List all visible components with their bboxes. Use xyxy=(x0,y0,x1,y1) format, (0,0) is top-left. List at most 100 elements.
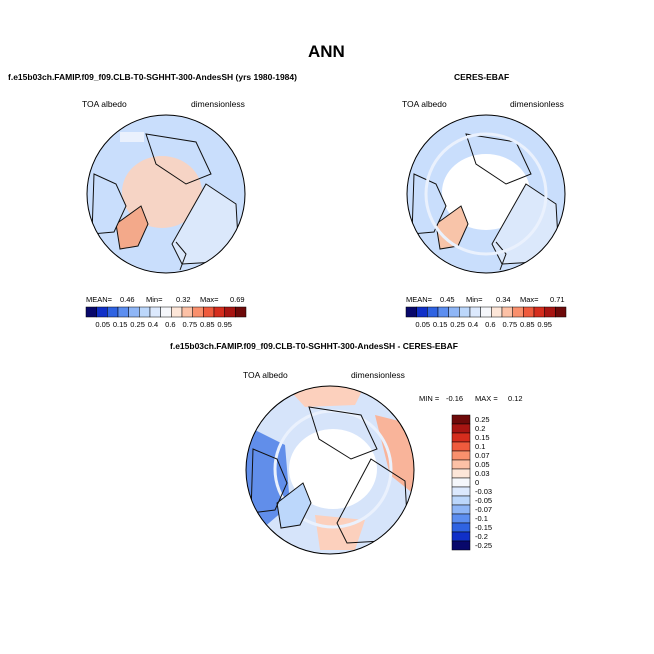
panel-3-siberia xyxy=(308,406,378,460)
panel-2-var-label: TOA albedo xyxy=(402,99,447,109)
panel-1-colorbar-swatch xyxy=(149,306,161,318)
panel-2-colorbar-tick-label: 0.85 xyxy=(519,320,535,329)
panel-1-colorbar-swatch xyxy=(203,306,215,318)
panel-3-colorbar-tick-label: 0.25 xyxy=(475,414,490,424)
panel-2-min-label: Min= xyxy=(466,295,483,304)
panel-3-colorbar-swatch xyxy=(451,513,471,524)
panel-1-colorbar-swatch xyxy=(107,306,119,318)
panel-3-red-east xyxy=(375,415,414,495)
panel-1-patch xyxy=(120,132,144,142)
panel-1-colorbar-swatch xyxy=(224,306,236,318)
panel-2-colorbar-tick-label: 0.6 xyxy=(485,320,496,329)
panel-2-colorbar-swatch xyxy=(448,306,460,318)
panel-3-colorbar-swatch xyxy=(451,522,471,533)
panel-3-colorbar-labels: 0.25 0.2 0.15 0.1 0.07 0.05 0.03 0 -0.03 -0.05 -0.… xyxy=(475,415,515,550)
panel-2-ring xyxy=(424,132,548,256)
panel-1-mean-value: 0.46 xyxy=(120,295,135,304)
panel-2-colorbar-swatch xyxy=(555,306,567,318)
panel-3-red-north xyxy=(285,386,365,407)
panel-1-colorbar-swatch xyxy=(128,306,140,318)
panel-2-colorbar-tick-label: 0.15 xyxy=(432,320,448,329)
panel-2-polar-map xyxy=(406,114,566,274)
panel-3-colorbar-swatch xyxy=(451,423,471,434)
panel-3-colorbar-tick-label: 0.2 xyxy=(475,423,486,433)
panel-2-colorbar-swatch xyxy=(427,306,439,318)
panel-3-colorbar-swatch xyxy=(451,486,471,497)
panel-2-arctic-field xyxy=(442,154,530,230)
panel-2-colorbar-swatch xyxy=(459,306,471,318)
panel-3-colorbar-swatch xyxy=(451,495,471,506)
panel-3-colorbar-tick-label: -0.15 xyxy=(475,522,493,532)
panel-3-colorbar-tick-label: 0.1 xyxy=(475,441,486,451)
panel-1-units-label: dimensionless xyxy=(191,99,245,109)
panel-1-colorbar-tick-label: 0.95 xyxy=(217,320,232,329)
panel-1-colorbar-tick-label: 0.15 xyxy=(112,320,128,329)
panel-3-units-label: dimensionless xyxy=(351,370,405,380)
panel-1-siberia xyxy=(145,133,212,185)
panel-2-colorbar-tick-label: 0.75 xyxy=(502,320,518,329)
panel-2-colorbar-swatch xyxy=(512,306,524,318)
panel-2-colorbar-swatch xyxy=(501,306,513,318)
panel-1-colorbar-swatch xyxy=(171,306,183,318)
panel-3-colorbar-tick-label: 0 xyxy=(475,477,480,487)
panel-1-colorbar-tick-label: 0.6 xyxy=(165,320,176,329)
panel-3-colorbar-tick-label: -0.05 xyxy=(475,495,493,505)
panel-2-min-value: 0.34 xyxy=(496,295,511,304)
panel-3-var-label: TOA albedo xyxy=(243,370,288,380)
panel-2-colorbar-swatch xyxy=(416,306,428,318)
panel-1-title: f.e15b03ch.FAMIP.f09_f09.CLB-T0-SGHHT-30… xyxy=(8,72,297,82)
panel-1-greenland xyxy=(115,205,149,250)
panel-1-var-label: TOA albedo xyxy=(82,99,127,109)
panel-1-colorbar-tick-label: 0.85 xyxy=(199,320,215,329)
page-title: ANN xyxy=(308,42,345,61)
panel-1-colorbar-swatch xyxy=(96,306,108,318)
panel-1-colorbar-tick-label: 0.25 xyxy=(130,320,145,329)
panel-1-polar-map xyxy=(86,114,246,274)
panel-2-colorbar-swatch xyxy=(533,306,545,318)
panel-3-colorbar-swatch xyxy=(451,540,471,551)
panel-2-siberia xyxy=(465,133,532,185)
panel-3-max-value: 0.12 xyxy=(508,394,523,403)
panel-2-colorbar-swatch xyxy=(491,306,503,318)
panel-3-greenland xyxy=(276,482,312,529)
panel-2-mean-label: MEAN= xyxy=(406,295,433,304)
panel-2-colorbar-labels: 0.05 0.15 0.25 0.4 0.6 0.75 0.85 0.95 xyxy=(406,320,566,330)
panel-1-colorbar xyxy=(85,306,247,318)
panel-1-colorbar-swatch xyxy=(192,306,204,318)
panel-3-colorbar-tick-label: -0.25 xyxy=(475,540,493,550)
panel-3-colorbar-swatch xyxy=(451,459,471,470)
panel-3-colorbar-tick-label: 0.05 xyxy=(475,459,490,469)
panel-2-colorbar-swatch xyxy=(523,306,535,318)
panel-1-max-label: Max= xyxy=(200,295,219,304)
panel-1-max-value: 0.69 xyxy=(230,295,245,304)
panel-3-colorbar-swatch xyxy=(451,531,471,542)
panel-2-colorbar-swatch xyxy=(405,306,417,318)
panel-1-colorbar-swatch xyxy=(181,306,193,318)
panel-1-colorbar-swatch xyxy=(85,306,97,318)
panel-2-colorbar-swatch xyxy=(437,306,449,318)
panel-3-max-label: MAX = xyxy=(475,394,498,403)
panel-1-colorbar-labels: 0.05 0.15 0.25 0.4 0.6 0.75 0.85 0.95 xyxy=(86,320,246,330)
panel-3-colorbar-tick-label: -0.2 xyxy=(475,531,488,541)
panel-2-max-label: Max= xyxy=(520,295,539,304)
panel-1-min-label: Min= xyxy=(146,295,163,304)
panel-3-colorbar-tick-label: 0.03 xyxy=(475,468,490,478)
panel-2-colorbar-tick-label: 0.05 xyxy=(415,320,431,329)
panel-3-colorbar-swatch xyxy=(451,450,471,461)
panel-2-colorbar-tick-label: 0.4 xyxy=(467,320,479,329)
panel-3-title: f.e15b03ch.FAMIP.f09_f09.CLB-T0-SGHHT-30… xyxy=(170,341,458,351)
panel-3-colorbar-tick-label: -0.03 xyxy=(475,486,493,496)
panel-3-min-label: MIN = xyxy=(419,394,440,403)
panel-3-colorbar-tick-label: -0.07 xyxy=(475,504,493,514)
panel-1-mean-label: MEAN= xyxy=(86,295,113,304)
panel-1-colorbar-tick-label: 0.05 xyxy=(95,320,111,329)
panel-1-colorbar-tick-label: 0.75 xyxy=(182,320,198,329)
panel-1-scandinavia xyxy=(175,241,187,271)
panel-3-colorbar-swatch xyxy=(451,432,471,443)
panel-3-colorbar-swatch xyxy=(451,477,471,488)
panel-2-units-label: dimensionless xyxy=(510,99,564,109)
panel-1-colorbar-swatch xyxy=(139,306,151,318)
panel-3-colorbar-tick-label: -0.1 xyxy=(475,513,488,523)
panel-1-colorbar-tick-label: 0.4 xyxy=(147,320,159,329)
panel-3-colorbar-swatch xyxy=(451,504,471,515)
